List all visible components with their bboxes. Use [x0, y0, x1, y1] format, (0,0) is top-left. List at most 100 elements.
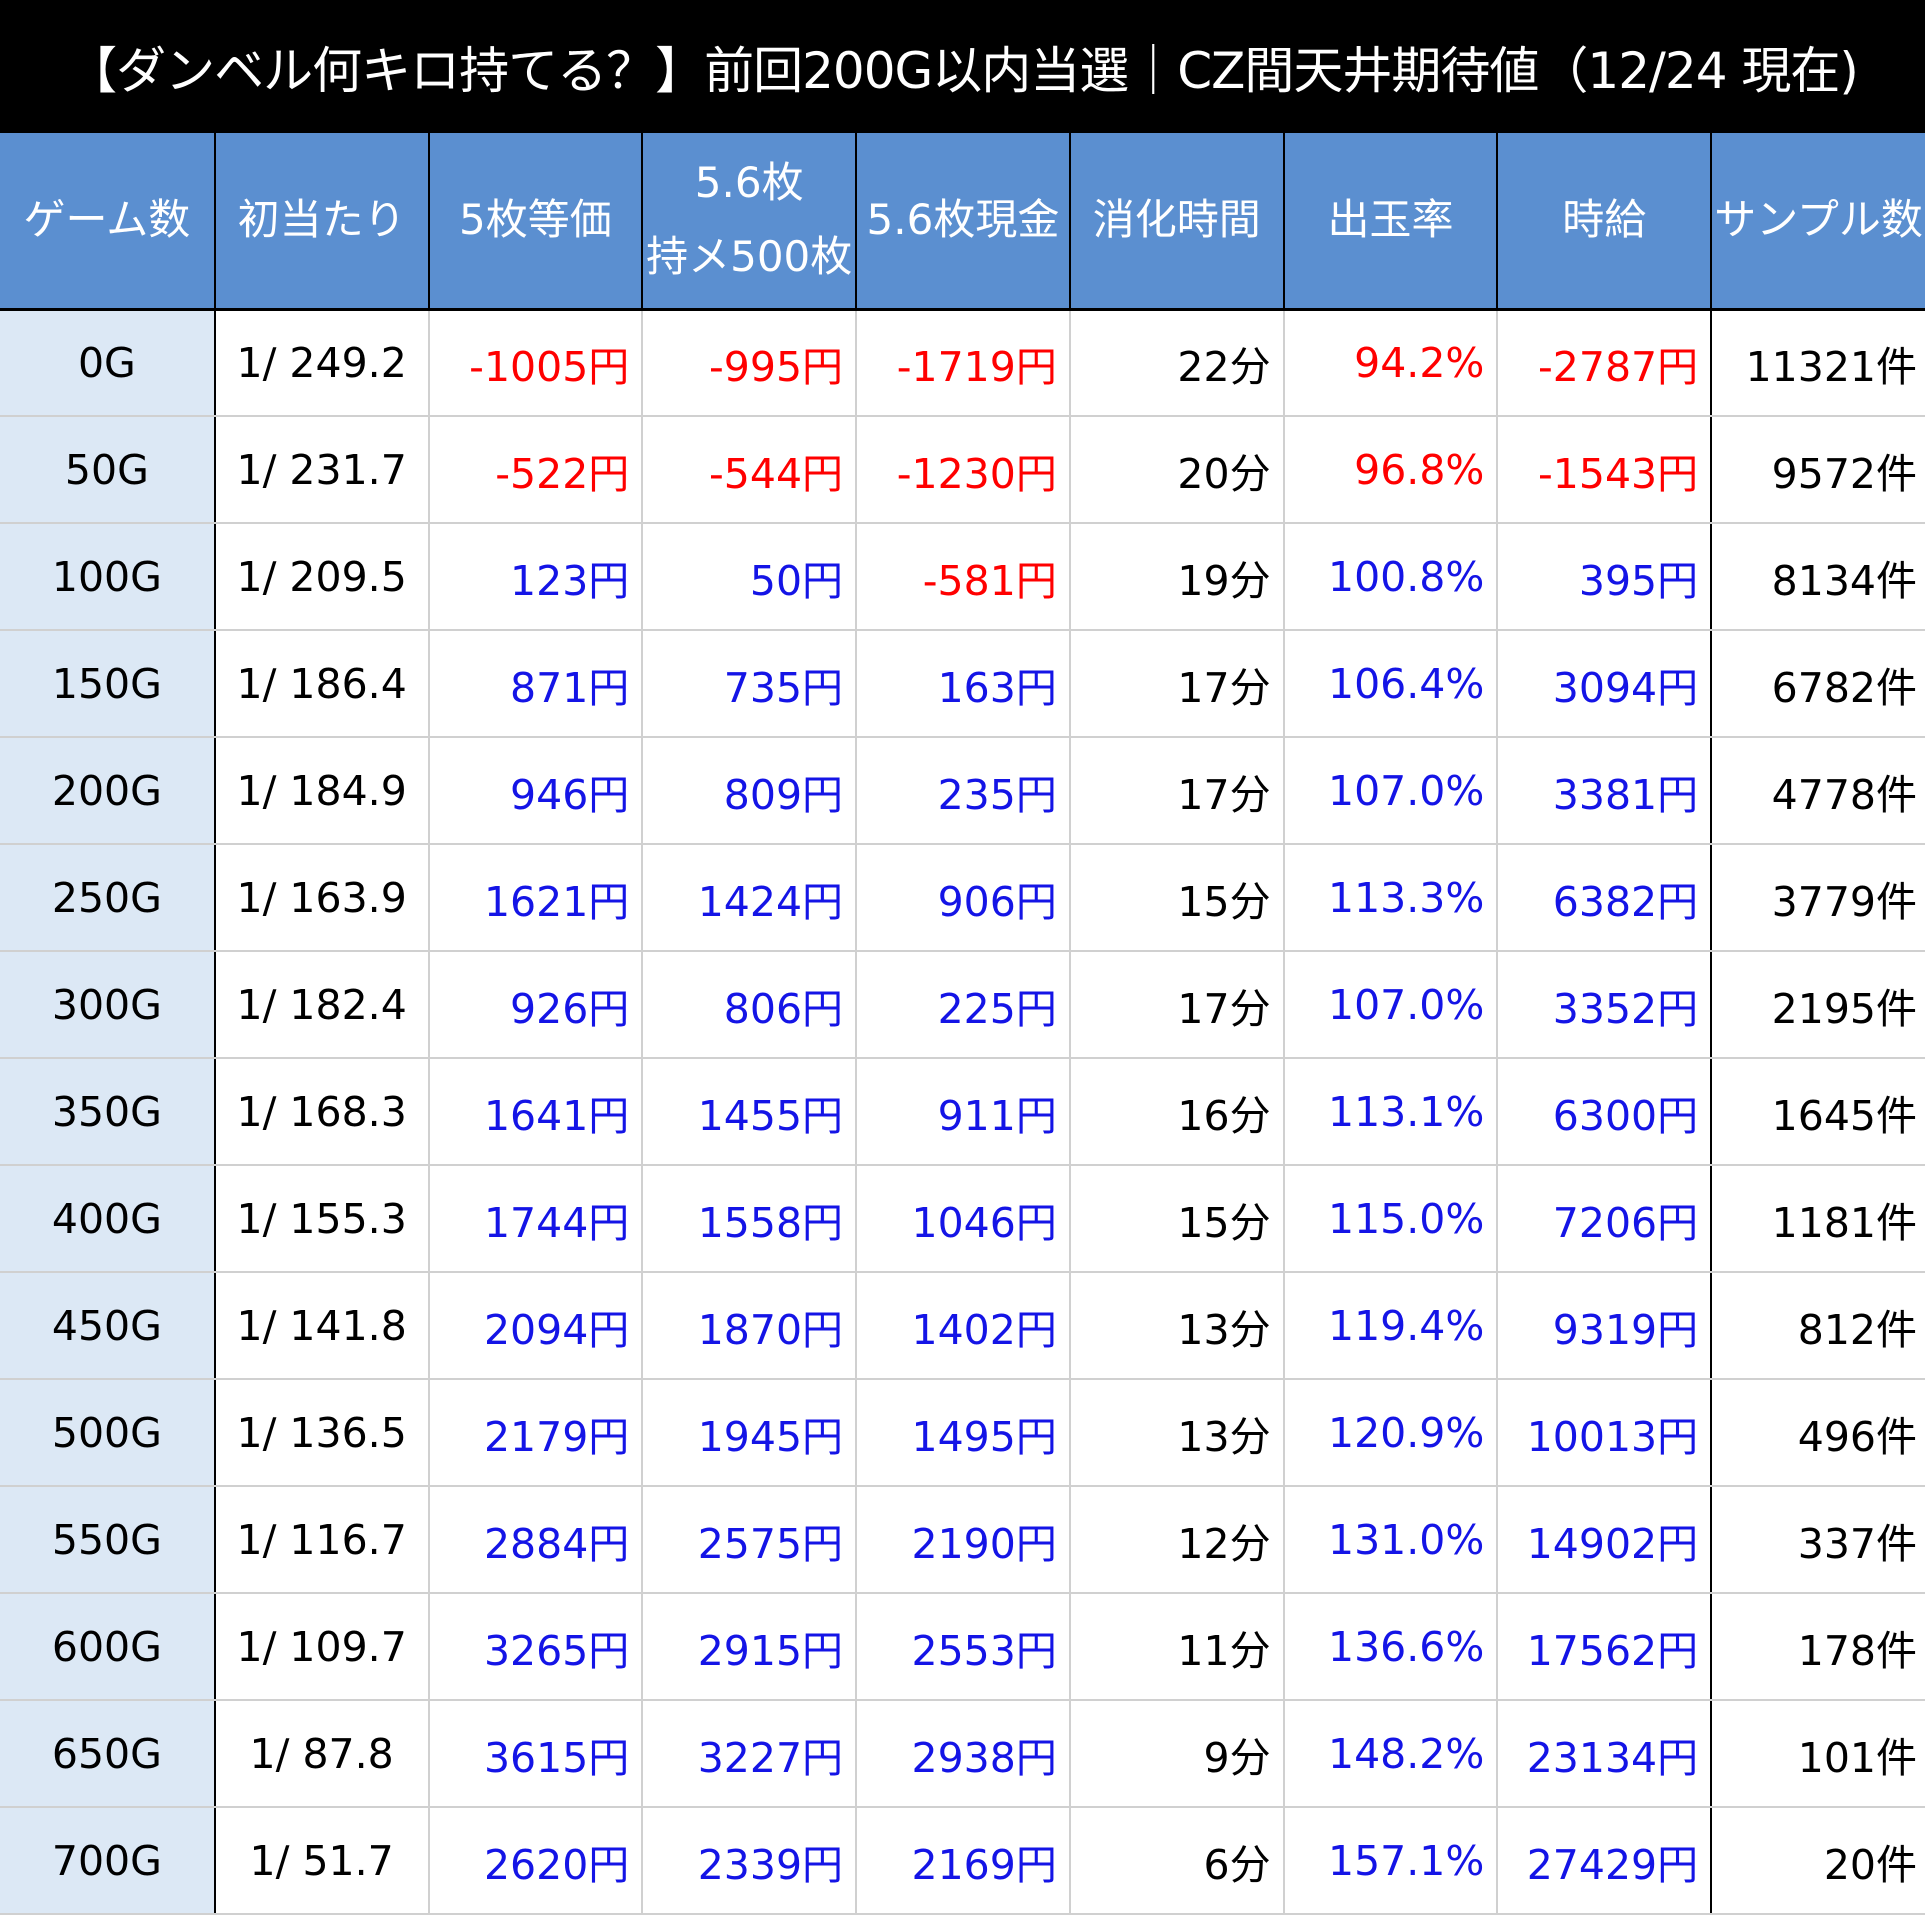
cell-payout-rate: 96.8% — [1282, 416, 1498, 524]
cell-samples: 4778件 — [1710, 737, 1925, 845]
cell-first-hit: 1/ 109.7 — [213, 1593, 429, 1701]
cell-samples: 20件 — [1710, 1807, 1925, 1915]
cell-payout-rate: 113.1% — [1282, 1058, 1498, 1166]
cell-time: 6分 — [1068, 1807, 1284, 1915]
cell-56-cash: 2553円 — [855, 1593, 1070, 1701]
header-samples: サンプル数 — [1710, 133, 1925, 311]
header-56-cash: 5.6枚現金 — [855, 133, 1070, 311]
table-row: 450G 1/ 141.8 2094円 1870円 1402円 13分 119.4% 9319… — [0, 1272, 1925, 1380]
cell-hourly: 6300円 — [1496, 1058, 1712, 1166]
cell-payout-rate: 119.4% — [1282, 1272, 1498, 1380]
header-hourly: 時給 — [1496, 133, 1712, 311]
cell-56-cash: 1046円 — [855, 1165, 1070, 1273]
cell-samples: 11321件 — [1710, 309, 1925, 417]
cell-payout-rate: 131.0% — [1282, 1486, 1498, 1594]
table-row: 600G 1/ 109.7 3265円 2915円 2553円 11分 136.6% 1756… — [0, 1593, 1925, 1701]
cell-first-hit: 1/ 182.4 — [213, 951, 429, 1059]
cell-hourly: 17562円 — [1496, 1593, 1712, 1701]
cell-5-equal: 2094円 — [427, 1272, 643, 1380]
cell-time: 9分 — [1068, 1700, 1284, 1808]
cell-first-hit: 1/ 155.3 — [213, 1165, 429, 1273]
cell-56-cash: -581円 — [855, 523, 1070, 631]
cell-payout-rate: 107.0% — [1282, 737, 1498, 845]
cell-payout-rate: 94.2% — [1282, 309, 1498, 417]
cell-56-cash: 225円 — [855, 951, 1070, 1059]
cell-games: 350G — [0, 1058, 215, 1166]
cell-5-equal: 123円 — [427, 523, 643, 631]
cell-hourly: 3381円 — [1496, 737, 1712, 845]
table-row: 50G 1/ 231.7 -522円 -544円 -1230円 20分 96.8% -1543… — [0, 416, 1925, 524]
expected-value-table: ゲーム数 初当たり 5枚等価 5.6枚 持メ500枚 5.6枚現金 消化時間 出… — [0, 133, 1925, 1915]
cell-first-hit: 1/ 51.7 — [213, 1807, 429, 1915]
cell-hourly: -2787円 — [1496, 309, 1712, 417]
cell-first-hit: 1/ 168.3 — [213, 1058, 429, 1166]
header-56-hold-line1: 5.6枚 — [694, 158, 804, 208]
cell-5-equal: 1744円 — [427, 1165, 643, 1273]
cell-56-cash: 2169円 — [855, 1807, 1070, 1915]
cell-first-hit: 1/ 184.9 — [213, 737, 429, 845]
cell-hourly: 3352円 — [1496, 951, 1712, 1059]
header-5-equal: 5枚等価 — [427, 133, 643, 311]
cell-payout-rate: 148.2% — [1282, 1700, 1498, 1808]
cell-games: 0G — [0, 309, 215, 417]
header-56-hold: 5.6枚 持メ500枚 — [641, 133, 857, 311]
cell-time: 15分 — [1068, 844, 1284, 952]
cell-time: 17分 — [1068, 951, 1284, 1059]
cell-first-hit: 1/ 186.4 — [213, 630, 429, 738]
cell-56-cash: 235円 — [855, 737, 1070, 845]
cell-time: 17分 — [1068, 737, 1284, 845]
cell-games: 300G — [0, 951, 215, 1059]
cell-time: 13分 — [1068, 1379, 1284, 1487]
cell-5-equal: 1621円 — [427, 844, 643, 952]
cell-56-cash: -1230円 — [855, 416, 1070, 524]
cell-5-equal: -522円 — [427, 416, 643, 524]
cell-56-hold: 3227円 — [641, 1700, 857, 1808]
cell-samples: 1181件 — [1710, 1165, 1925, 1273]
cell-samples: 812件 — [1710, 1272, 1925, 1380]
table-row: 650G 1/ 87.8 3615円 3227円 2938円 9分 148.2% 23134円… — [0, 1700, 1925, 1808]
cell-5-equal: 926円 — [427, 951, 643, 1059]
cell-time: 20分 — [1068, 416, 1284, 524]
cell-hourly: 395円 — [1496, 523, 1712, 631]
cell-samples: 8134件 — [1710, 523, 1925, 631]
cell-first-hit: 1/ 136.5 — [213, 1379, 429, 1487]
table-row: 0G 1/ 249.2 -1005円 -995円 -1719円 22分 94.2% -2787… — [0, 309, 1925, 417]
cell-56-hold: 1455円 — [641, 1058, 857, 1166]
cell-games: 50G — [0, 416, 215, 524]
cell-hourly: 7206円 — [1496, 1165, 1712, 1273]
cell-5-equal: 946円 — [427, 737, 643, 845]
cell-56-hold: 735円 — [641, 630, 857, 738]
cell-5-equal: 3265円 — [427, 1593, 643, 1701]
cell-time: 22分 — [1068, 309, 1284, 417]
cell-payout-rate: 113.3% — [1282, 844, 1498, 952]
table-row: 700G 1/ 51.7 2620円 2339円 2169円 6分 157.1% 27429円… — [0, 1807, 1925, 1915]
cell-56-cash: 2190円 — [855, 1486, 1070, 1594]
table-header-row: ゲーム数 初当たり 5枚等価 5.6枚 持メ500枚 5.6枚現金 消化時間 出… — [0, 133, 1925, 311]
cell-56-hold: 50円 — [641, 523, 857, 631]
table-row: 400G 1/ 155.3 1744円 1558円 1046円 15分 115.0% 7206… — [0, 1165, 1925, 1273]
cell-56-hold: -544円 — [641, 416, 857, 524]
cell-56-hold: 1424円 — [641, 844, 857, 952]
cell-hourly: -1543円 — [1496, 416, 1712, 524]
cell-hourly: 3094円 — [1496, 630, 1712, 738]
cell-56-cash: 906円 — [855, 844, 1070, 952]
cell-56-hold: 1558円 — [641, 1165, 857, 1273]
cell-payout-rate: 157.1% — [1282, 1807, 1498, 1915]
cell-56-hold: 1945円 — [641, 1379, 857, 1487]
cell-samples: 1645件 — [1710, 1058, 1925, 1166]
cell-56-hold: -995円 — [641, 309, 857, 417]
cell-first-hit: 1/ 87.8 — [213, 1700, 429, 1808]
cell-samples: 6782件 — [1710, 630, 1925, 738]
cell-time: 19分 — [1068, 523, 1284, 631]
cell-games: 150G — [0, 630, 215, 738]
page-title: 【ダンベル何キロ持てる？】前回200G以内当選｜CZ間天井期待値（12/24 現… — [0, 0, 1925, 133]
cell-samples: 496件 — [1710, 1379, 1925, 1487]
cell-time: 13分 — [1068, 1272, 1284, 1380]
cell-5-equal: -1005円 — [427, 309, 643, 417]
cell-56-cash: 1402円 — [855, 1272, 1070, 1380]
table-row: 350G 1/ 168.3 1641円 1455円 911円 16分 113.1% 6300円… — [0, 1058, 1925, 1166]
cell-payout-rate: 106.4% — [1282, 630, 1498, 738]
cell-hourly: 6382円 — [1496, 844, 1712, 952]
cell-56-cash: -1719円 — [855, 309, 1070, 417]
table-row: 150G 1/ 186.4 871円 735円 163円 17分 106.4% 3094円 67… — [0, 630, 1925, 738]
